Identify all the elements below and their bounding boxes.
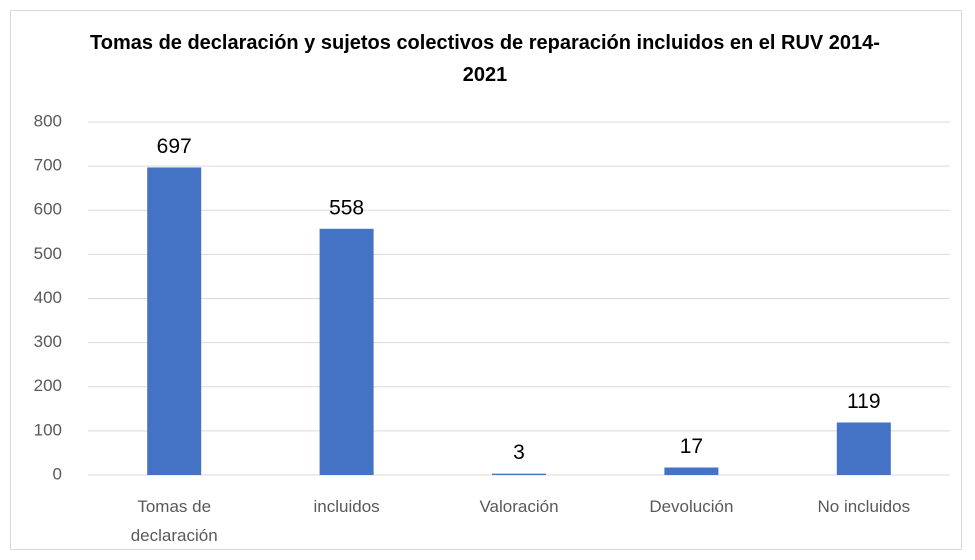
y-tick-label: 0 (53, 464, 62, 483)
data-label: 558 (329, 196, 364, 219)
data-label: 3 (513, 441, 525, 464)
x-tick-label: Tomas de declaración (130, 497, 218, 545)
bar (319, 228, 374, 475)
y-tick-label: 300 (34, 332, 62, 351)
y-tick-label: 800 (34, 111, 62, 130)
y-tick-label: 700 (34, 156, 62, 175)
x-tick-label: No incluidos (817, 497, 911, 516)
x-tick-label: Valoración (479, 497, 559, 516)
y-tick-label: 600 (34, 200, 62, 219)
bar (836, 422, 891, 475)
y-tick-label: 400 (34, 288, 62, 307)
data-label: 119 (847, 390, 880, 413)
bar (492, 473, 546, 475)
data-label: 697 (157, 135, 192, 158)
y-tick-label: 100 (34, 420, 62, 439)
x-tick-label: Devolución (649, 497, 734, 516)
y-tick-label: 200 (34, 376, 62, 395)
chart-title: Tomas de declaración y sujetos colectivo… (90, 32, 880, 86)
bar (664, 467, 719, 475)
bar (147, 167, 202, 476)
x-tick-label: incluidos (313, 497, 380, 516)
data-label: 17 (680, 435, 703, 458)
y-tick-label: 500 (34, 244, 62, 263)
